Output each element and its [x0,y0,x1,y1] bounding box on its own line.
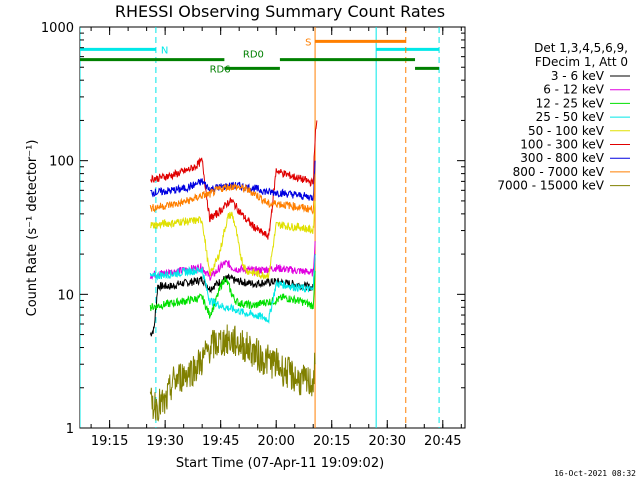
x-tick-label-3: 20:00 [257,434,294,449]
series-line-3 [149,254,316,325]
saa-label-0: S [305,37,311,48]
x-axis-label: Start Time (07-Apr-11 19:09:02) [176,456,384,471]
y-tick-label-0: 1 [66,422,74,437]
series-line-7 [149,173,316,215]
series-line-8 [149,324,316,422]
legend-label-3: 25 - 50 keV [536,110,605,124]
x-tick-label-6: 20:45 [424,434,461,449]
legend-label-5: 100 - 300 keV [520,138,604,152]
chart-title: RHESSI Observing Summary Count Rates [115,2,445,21]
series-line-2 [149,270,316,319]
legend-label-2: 12 - 25 keV [536,96,605,110]
y-tick-label-1: 10 [57,288,74,303]
footer-date: 16-Oct-2021 08:32 [554,469,636,478]
legend-header-decimation: FDecim 1, Att 0 [535,55,628,69]
decimation-label-0: RD0 [243,50,264,61]
series-line-5 [150,120,318,240]
legend-label-7: 800 - 7000 keV [513,165,605,179]
series-line-6 [150,160,316,201]
legend-label-4: 50 - 100 keV [528,124,605,138]
y-tick-label-2: 100 [49,155,74,170]
night-label-0: N [161,45,168,56]
legend-label-6: 300 - 800 keV [520,151,604,165]
legend-label-8: 7000 - 15000 keV [497,179,604,193]
decimation-label-1: RD6 [210,64,231,75]
x-tick-label-1: 19:30 [146,434,183,449]
x-tick-label-0: 19:15 [91,434,128,449]
legend-label-0: 3 - 6 keV [551,69,605,83]
series-line-4 [150,200,316,281]
plot-layer: N S RD0 RD6 1 10 100 1000 19:15 19:30 19:45 20:00 20… [41,21,630,449]
y-tick-label-3: 1000 [41,21,74,36]
legend-label-1: 6 - 12 keV [543,83,605,97]
x-tick-label-4: 20:15 [313,434,350,449]
data-layer [80,27,440,428]
x-tick-label-2: 19:45 [202,434,239,449]
y-axis-label: Count Rate (s⁻¹ detector⁻¹) [25,140,40,317]
series-line-0 [149,254,316,337]
legend-header-detectors: Det 1,3,4,5,6,9, [534,41,628,55]
x-tick-label-5: 20:30 [369,434,406,449]
